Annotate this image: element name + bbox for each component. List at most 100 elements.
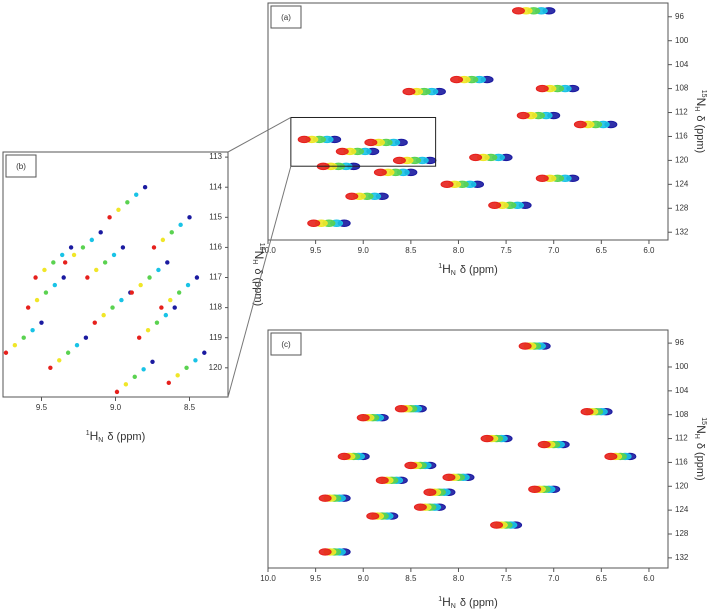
peak	[159, 305, 164, 310]
peak	[413, 503, 427, 511]
peak	[318, 494, 332, 502]
peak	[178, 222, 183, 228]
peak	[297, 135, 311, 144]
y-tick-label: 100	[675, 36, 689, 45]
peak	[573, 120, 587, 129]
peak	[94, 267, 99, 273]
peak	[364, 138, 378, 147]
peak	[537, 440, 551, 449]
peak	[154, 320, 160, 325]
peak	[83, 335, 89, 340]
label-base: H	[90, 429, 99, 443]
y-tick-label: 108	[675, 410, 689, 419]
label-subscript: H	[693, 434, 700, 439]
peak	[51, 260, 56, 265]
y-tick-label: 116	[675, 132, 688, 141]
label-text: δ (ppm)	[460, 597, 498, 609]
label-base: N	[694, 98, 708, 107]
peak	[307, 219, 321, 227]
y-tick-label: 120	[675, 156, 689, 165]
peak	[187, 215, 192, 220]
peak	[62, 260, 68, 265]
peak	[98, 230, 103, 235]
x-tick-label: 6.5	[596, 246, 608, 255]
peak	[604, 452, 618, 461]
y-tick-label: 118	[209, 303, 222, 312]
peak	[147, 275, 152, 280]
label-text: δ (ppm)	[107, 431, 145, 443]
label-subscript: N	[451, 603, 456, 610]
y-tick-label: 100	[675, 362, 689, 371]
peak	[169, 230, 174, 235]
y-tick-label: 114	[209, 182, 222, 191]
peak	[142, 185, 148, 190]
y-axis-label: 15NHδ (ppm)	[693, 417, 708, 480]
peak	[60, 252, 65, 258]
peak	[120, 245, 126, 250]
peak	[404, 461, 418, 470]
y-tick-label: 96	[675, 12, 684, 21]
zoom-connector	[227, 117, 292, 153]
peak	[184, 365, 189, 371]
y-tick-label: 124	[675, 179, 689, 188]
peak	[423, 488, 437, 496]
peak	[511, 7, 525, 15]
peak	[30, 327, 35, 333]
peak	[488, 201, 502, 209]
peak	[150, 359, 155, 364]
peak	[102, 260, 108, 265]
y-tick-label: 112	[675, 108, 688, 117]
peak	[168, 297, 173, 303]
panel-label: (a)	[281, 13, 291, 22]
peak	[337, 452, 351, 461]
x-axis-label: 1HN δ (ppm)	[438, 595, 498, 610]
peak	[42, 267, 47, 273]
peak	[92, 320, 97, 325]
y-tick-label: 117	[209, 273, 222, 282]
peak	[52, 282, 58, 288]
peak	[335, 147, 349, 156]
peak	[480, 434, 494, 443]
peak	[34, 297, 40, 303]
y-tick-label: 124	[675, 505, 689, 514]
peak	[535, 174, 549, 183]
peak	[528, 485, 542, 493]
x-tick-label: 9.0	[358, 574, 370, 583]
x-axis-label: 1HN δ (ppm)	[86, 429, 146, 444]
peak	[123, 382, 129, 387]
peak	[202, 350, 207, 355]
x-tick-label: 9.5	[36, 403, 48, 412]
panel-label-box	[5, 154, 37, 178]
peak	[156, 267, 161, 273]
peak	[392, 156, 406, 165]
label-base: H	[442, 595, 451, 609]
peak	[375, 476, 389, 485]
label-superscript: 15	[258, 243, 265, 251]
peak	[12, 343, 18, 348]
label-subscript: H	[693, 106, 700, 111]
label-superscript: 15	[700, 90, 707, 98]
peak	[39, 320, 44, 325]
peak	[89, 237, 95, 243]
plot-frame	[267, 329, 669, 569]
peak	[176, 290, 182, 295]
label-base: N	[694, 425, 708, 434]
y-tick-label: 116	[209, 243, 222, 252]
x-tick-label: 7.0	[548, 574, 560, 583]
peak	[25, 305, 31, 310]
label-base: N	[252, 251, 266, 260]
y-tick-label: 108	[675, 84, 689, 93]
panel-label: (c)	[281, 340, 291, 349]
peak	[80, 245, 86, 250]
peak	[194, 275, 200, 280]
zoom-box	[290, 116, 437, 167]
peak	[61, 275, 66, 280]
peak	[132, 374, 137, 380]
peak	[3, 350, 9, 355]
peak	[33, 275, 38, 280]
x-tick-label: 8.5	[405, 246, 417, 255]
y-tick-label: 115	[209, 212, 222, 221]
peak	[160, 237, 166, 243]
x-tick-label: 8.0	[453, 574, 465, 583]
label-text: δ (ppm)	[694, 443, 706, 481]
